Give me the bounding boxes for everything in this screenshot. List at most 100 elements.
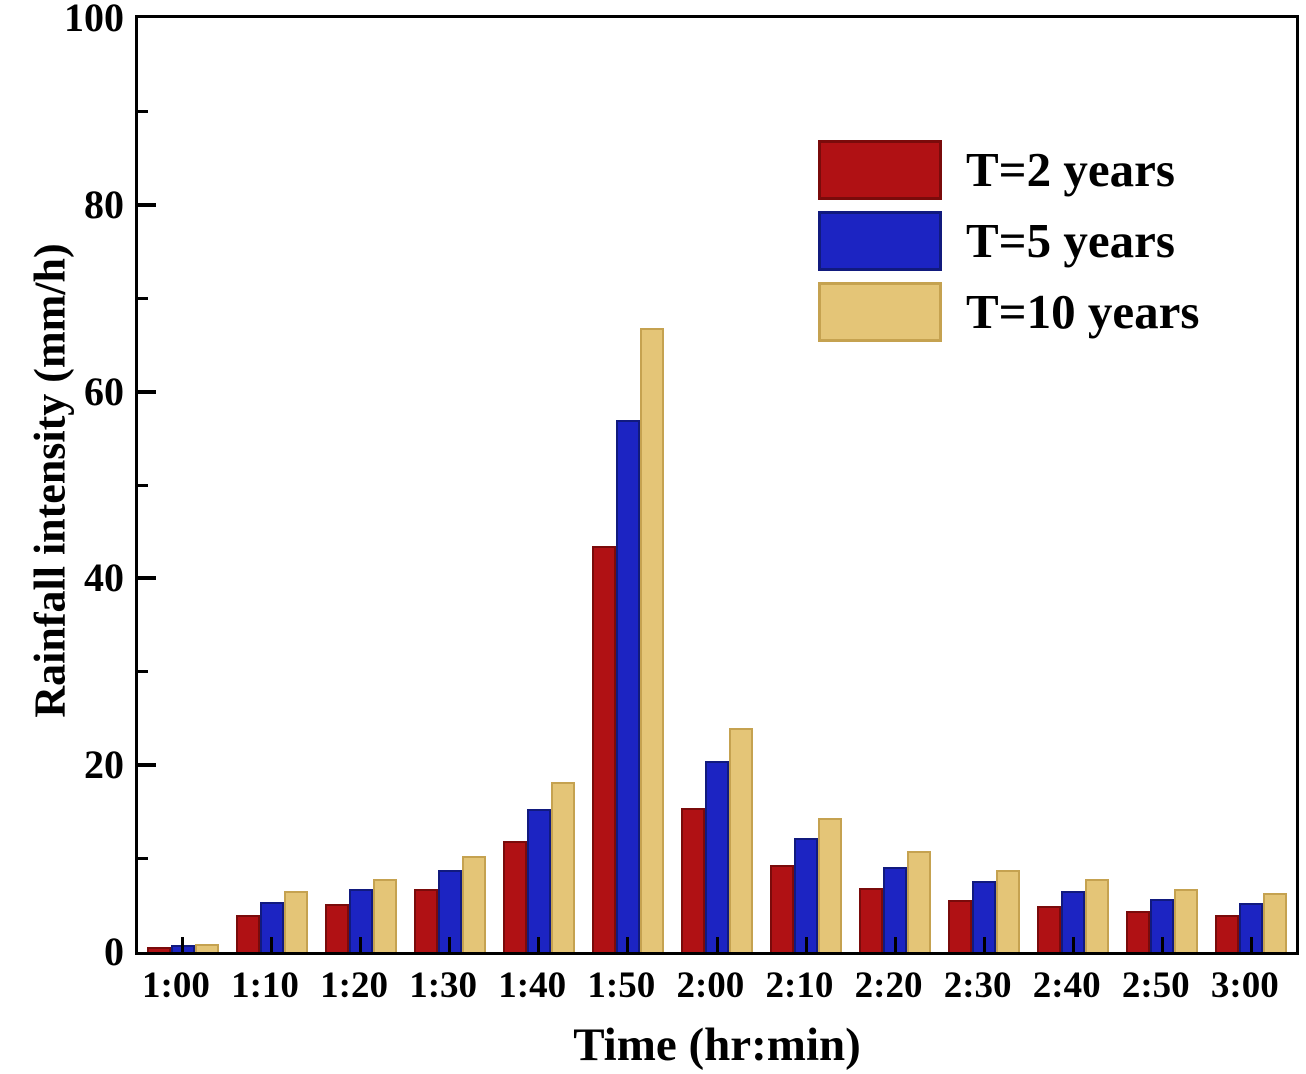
legend-item-t2: T=2 years [818,140,1199,200]
bar-1:30-T=10-years [461,855,486,952]
x-axis-tick [982,937,986,952]
y-axis-tick-label: 0 [104,929,124,974]
x-tick-minute: 30 [974,964,1012,1006]
bar-2:10-T=2-years [770,865,795,952]
bar-1:10-T=2-years [235,914,260,952]
y-axis-minor-tick [138,670,148,674]
y-axis-major-tick [138,763,156,768]
bar-2:10-T=5-years [794,838,819,952]
x-axis-tick-label: 2: 20 [851,962,940,1008]
x-axis-tick-label: 1: 20 [316,962,405,1008]
y-axis-minor-tick [138,857,148,861]
x-axis-tick [1071,937,1075,952]
bar-2:50-T=2-years [1126,910,1151,952]
x-tick-hour: 2: [1032,964,1064,1006]
x-tick-hour: 1: [498,964,530,1006]
x-tick-minute: 00 [1241,964,1279,1006]
x-axis-tick [1160,937,1164,952]
x-axis-tick-label: 2: 10 [762,962,851,1008]
x-axis-tick [359,937,363,952]
bar-1:00-T=10-years [194,943,219,952]
x-tick-hour: 1: [587,964,619,1006]
bar-1:40-T=5-years [526,809,551,952]
x-axis-tick-label: 2: 40 [1029,962,1118,1008]
x-axis-tick-label: 2: 30 [940,962,1029,1008]
x-axis-tick-label: 3: 00 [1207,962,1296,1008]
bar-1:40-T=10-years [550,782,575,952]
y-axis-minor-tick [138,296,148,300]
x-tick-minute: 40 [529,964,567,1006]
bar-2:00-T=10-years [729,727,753,952]
y-axis-tick-label: 20 [84,742,124,788]
x-axis-tick [270,937,274,952]
legend-swatch-t10 [818,282,942,342]
bar-2:00-T=2-years [681,808,705,952]
x-axis-tick-label: 2: 00 [672,962,761,1008]
bar-2:20-T=2-years [859,887,884,952]
x-tick-hour: 2: [1121,964,1153,1006]
bar-2:20-T=10-years [907,851,932,952]
x-axis-tick [804,937,808,952]
y-axis-tick-label: 100 [64,0,124,40]
y-axis-major-tick [138,389,156,394]
x-tick-minute: 50 [618,964,656,1006]
plot-area [138,18,1296,952]
x-tick-minute: 30 [440,964,478,1006]
x-axis-tick [181,937,185,952]
x-tick-minute: 20 [885,964,923,1006]
bar-1:20-T=10-years [372,879,397,952]
x-tick-minute: 10 [261,964,299,1006]
x-axis-tick [715,937,719,952]
x-axis-tick-label: 1: 30 [405,962,494,1008]
bar-3:00-T=10-years [1263,893,1288,952]
x-axis-tick-label: 1: 10 [227,962,316,1008]
legend-swatch-t2 [818,140,942,200]
x-tick-hour: 3: [1210,964,1242,1006]
x-tick-minute: 40 [1063,964,1101,1006]
x-tick-hour: 1: [142,964,173,1006]
y-axis-tick-label: 40 [84,555,124,601]
y-axis-major-tick [138,202,156,207]
legend: T=2 years T=5 years T=10 years [818,140,1199,353]
bar-1:00-T=2-years [146,947,171,952]
legend-item-t10: T=10 years [818,282,1199,342]
x-tick-hour: 2: [765,964,797,1006]
x-tick-minute: 50 [1152,964,1190,1006]
bar-1:50-T=10-years [639,328,664,952]
x-tick-hour: 2: [676,964,708,1006]
bar-2:40-T=10-years [1085,879,1110,952]
x-tick-minute: 00 [172,964,210,1006]
x-axis-tick-label: 2: 50 [1118,962,1207,1008]
y-axis-tick-label: 60 [84,368,124,414]
bar-1:20-T=2-years [324,904,349,952]
bar-2:00-T=5-years [705,761,729,952]
x-axis-title: Time (hr:min) [573,1019,861,1071]
x-tick-minute: 00 [707,964,745,1006]
bar-1:30-T=2-years [413,889,438,952]
y-axis-minor-tick [138,483,148,487]
bar-1:50-T=2-years [591,545,616,952]
x-axis-tick-label: 1: 00 [138,962,227,1008]
bar-1:40-T=2-years [502,840,527,952]
bar-2:30-T=2-years [948,899,973,952]
legend-item-t5: T=5 years [818,211,1199,271]
bar-2:10-T=10-years [818,818,843,952]
x-axis-tick [1249,937,1253,952]
legend-label-t5: T=5 years [966,213,1175,268]
legend-swatch-t5 [818,211,942,271]
y-axis-minor-tick [138,109,148,113]
bar-1:10-T=10-years [283,891,308,952]
legend-label-t2: T=2 years [966,142,1175,197]
bar-3:00-T=2-years [1215,914,1240,952]
x-tick-hour: 1: [320,964,351,1006]
x-axis-tick [448,937,452,952]
y-axis-title: Rainfall intensity (mm/h) [25,243,75,718]
x-tick-hour: 2: [854,964,886,1006]
y-axis-major-tick [138,576,156,581]
x-axis-tick-label: 1: 50 [583,962,672,1008]
x-tick-hour: 1: [409,964,441,1006]
x-tick-hour: 1: [231,964,262,1006]
bar-2:50-T=10-years [1174,888,1199,952]
x-axis-tick [626,937,630,952]
